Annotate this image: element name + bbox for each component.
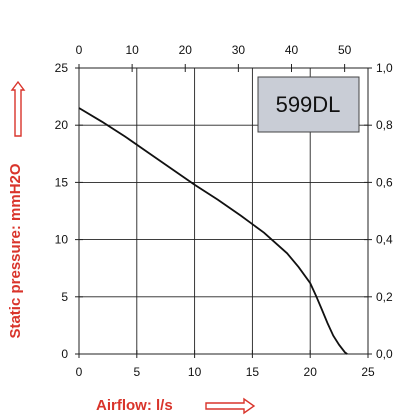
y-left-tick-label: 25 (55, 61, 69, 75)
y-left-tick-label: 15 (55, 175, 69, 189)
x-top-tick-label: 30 (232, 43, 246, 57)
model-label: 599DL (276, 92, 341, 117)
y-right-tick-label: 0,0 (376, 347, 393, 361)
arrow-up-shape (10, 80, 26, 137)
x-axis-title: Airflow: l/s (96, 397, 173, 414)
y-axis-arrow-icon (10, 80, 26, 137)
arrow-right-shape (205, 397, 256, 415)
tick-labels: 0 5 10 15 20 25 0 5 10 15 20 25 0 10 20 30 40 50 0,0 0,2 0,4… (55, 43, 393, 379)
pressure-airflow-curve (78, 107, 348, 355)
x-axis-arrow-icon (205, 397, 256, 415)
y-right-tick-label: 0,8 (376, 118, 393, 132)
x-top-tick-label: 0 (76, 43, 83, 57)
model-box (257, 76, 360, 133)
y-left-tick-label: 0 (61, 347, 68, 361)
x-top-tick-label: 10 (125, 43, 139, 57)
ticks-layer (75, 64, 372, 358)
y-right-tick-label: 0,6 (376, 175, 393, 189)
x-bottom-tick-label: 10 (188, 365, 202, 379)
y-left-tick-label: 10 (55, 233, 69, 247)
y-left-tick-label: 20 (55, 118, 69, 132)
x-top-tick-label: 20 (179, 43, 193, 57)
y-axis-title: Static pressure: mmH2O (7, 163, 24, 338)
x-bottom-tick-label: 5 (133, 365, 140, 379)
x-bottom-tick-label: 15 (246, 365, 260, 379)
x-top-tick-label: 50 (338, 43, 352, 57)
model-label-box: 599DL (257, 76, 360, 133)
x-bottom-tick-label: 0 (76, 365, 83, 379)
y-right-tick-label: 1,0 (376, 61, 393, 75)
y-right-tick-label: 0,2 (376, 290, 393, 304)
y-left-tick-label: 5 (61, 290, 68, 304)
x-bottom-tick-label: 20 (304, 365, 318, 379)
x-top-tick-label: 40 (285, 43, 299, 57)
x-bottom-tick-label: 25 (361, 365, 375, 379)
y-right-tick-label: 0,4 (376, 233, 393, 247)
plot-frame (78, 67, 369, 355)
